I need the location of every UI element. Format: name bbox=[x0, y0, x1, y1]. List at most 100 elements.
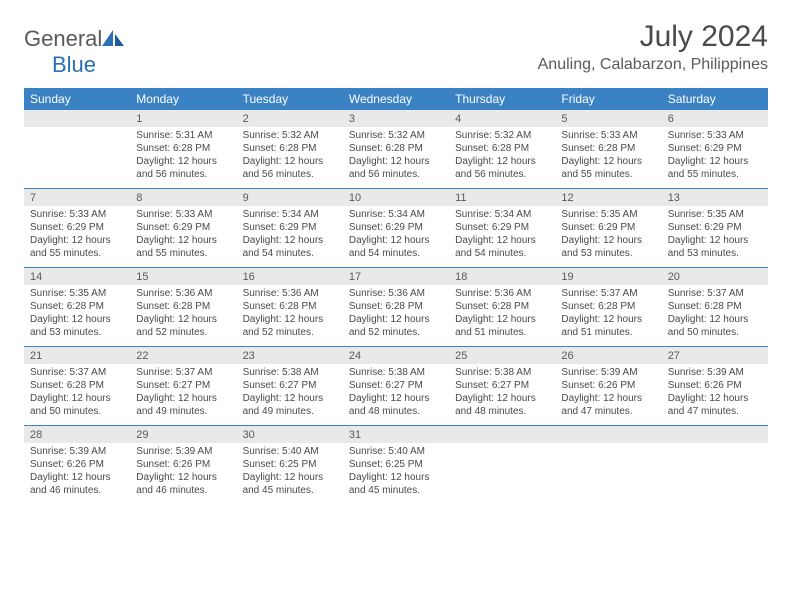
sunrise: Sunrise: 5:33 AM bbox=[30, 208, 124, 221]
cell-body bbox=[555, 443, 661, 449]
day-number bbox=[449, 426, 555, 443]
calendar-cell: 10Sunrise: 5:34 AMSunset: 6:29 PMDayligh… bbox=[343, 189, 449, 267]
sunrise: Sunrise: 5:39 AM bbox=[136, 445, 230, 458]
day-number: 12 bbox=[555, 189, 661, 206]
day-number: 30 bbox=[237, 426, 343, 443]
weekday-sun: Sunday bbox=[24, 88, 130, 110]
calendar-cell: 28Sunrise: 5:39 AMSunset: 6:26 PMDayligh… bbox=[24, 426, 130, 504]
calendar-cell: 9Sunrise: 5:34 AMSunset: 6:29 PMDaylight… bbox=[237, 189, 343, 267]
calendar-cell: 4Sunrise: 5:32 AMSunset: 6:28 PMDaylight… bbox=[449, 110, 555, 188]
day-number: 13 bbox=[662, 189, 768, 206]
sunrise: Sunrise: 5:32 AM bbox=[455, 129, 549, 142]
daylight: Daylight: 12 hours and 55 minutes. bbox=[30, 234, 124, 260]
daylight: Daylight: 12 hours and 56 minutes. bbox=[136, 155, 230, 181]
cell-body: Sunrise: 5:32 AMSunset: 6:28 PMDaylight:… bbox=[449, 127, 555, 185]
daylight: Daylight: 12 hours and 56 minutes. bbox=[243, 155, 337, 181]
day-number: 5 bbox=[555, 110, 661, 127]
calendar-cell: 27Sunrise: 5:39 AMSunset: 6:26 PMDayligh… bbox=[662, 347, 768, 425]
week-row: 1Sunrise: 5:31 AMSunset: 6:28 PMDaylight… bbox=[24, 110, 768, 189]
sunset: Sunset: 6:27 PM bbox=[455, 379, 549, 392]
day-number: 25 bbox=[449, 347, 555, 364]
daylight: Daylight: 12 hours and 46 minutes. bbox=[136, 471, 230, 497]
day-number: 4 bbox=[449, 110, 555, 127]
title-block: July 2024 Anuling, Calabarzon, Philippin… bbox=[538, 20, 768, 74]
cell-body: Sunrise: 5:34 AMSunset: 6:29 PMDaylight:… bbox=[237, 206, 343, 264]
sunset: Sunset: 6:29 PM bbox=[668, 221, 762, 234]
daylight: Daylight: 12 hours and 50 minutes. bbox=[30, 392, 124, 418]
logo-text: GeneralBlue bbox=[24, 26, 124, 78]
sunset: Sunset: 6:28 PM bbox=[455, 142, 549, 155]
sunrise: Sunrise: 5:40 AM bbox=[243, 445, 337, 458]
calendar-cell: 2Sunrise: 5:32 AMSunset: 6:28 PMDaylight… bbox=[237, 110, 343, 188]
daylight: Daylight: 12 hours and 55 minutes. bbox=[561, 155, 655, 181]
daylight: Daylight: 12 hours and 55 minutes. bbox=[136, 234, 230, 260]
day-number: 23 bbox=[237, 347, 343, 364]
sunset: Sunset: 6:29 PM bbox=[561, 221, 655, 234]
sunset: Sunset: 6:29 PM bbox=[136, 221, 230, 234]
weekday-fri: Friday bbox=[555, 88, 661, 110]
calendar-cell: 8Sunrise: 5:33 AMSunset: 6:29 PMDaylight… bbox=[130, 189, 236, 267]
cell-body: Sunrise: 5:37 AMSunset: 6:28 PMDaylight:… bbox=[555, 285, 661, 343]
cell-body: Sunrise: 5:33 AMSunset: 6:28 PMDaylight:… bbox=[555, 127, 661, 185]
day-number bbox=[662, 426, 768, 443]
calendar-cell bbox=[24, 110, 130, 188]
sunset: Sunset: 6:27 PM bbox=[349, 379, 443, 392]
daylight: Daylight: 12 hours and 50 minutes. bbox=[668, 313, 762, 339]
sunrise: Sunrise: 5:35 AM bbox=[668, 208, 762, 221]
sunset: Sunset: 6:28 PM bbox=[668, 300, 762, 313]
daylight: Daylight: 12 hours and 56 minutes. bbox=[349, 155, 443, 181]
day-number: 26 bbox=[555, 347, 661, 364]
sunrise: Sunrise: 5:31 AM bbox=[136, 129, 230, 142]
calendar-cell: 19Sunrise: 5:37 AMSunset: 6:28 PMDayligh… bbox=[555, 268, 661, 346]
day-number: 20 bbox=[662, 268, 768, 285]
day-number: 6 bbox=[662, 110, 768, 127]
sunset: Sunset: 6:29 PM bbox=[30, 221, 124, 234]
day-number: 17 bbox=[343, 268, 449, 285]
sunrise: Sunrise: 5:37 AM bbox=[561, 287, 655, 300]
cell-body: Sunrise: 5:39 AMSunset: 6:26 PMDaylight:… bbox=[24, 443, 130, 501]
sunset: Sunset: 6:28 PM bbox=[561, 142, 655, 155]
sunrise: Sunrise: 5:34 AM bbox=[349, 208, 443, 221]
cell-body: Sunrise: 5:33 AMSunset: 6:29 PMDaylight:… bbox=[24, 206, 130, 264]
day-number: 7 bbox=[24, 189, 130, 206]
calendar: Sunday Monday Tuesday Wednesday Thursday… bbox=[24, 88, 768, 504]
daylight: Daylight: 12 hours and 47 minutes. bbox=[668, 392, 762, 418]
cell-body: Sunrise: 5:36 AMSunset: 6:28 PMDaylight:… bbox=[343, 285, 449, 343]
sunrise: Sunrise: 5:34 AM bbox=[455, 208, 549, 221]
day-number: 29 bbox=[130, 426, 236, 443]
sunset: Sunset: 6:28 PM bbox=[136, 142, 230, 155]
calendar-cell: 20Sunrise: 5:37 AMSunset: 6:28 PMDayligh… bbox=[662, 268, 768, 346]
calendar-cell bbox=[449, 426, 555, 504]
calendar-cell: 31Sunrise: 5:40 AMSunset: 6:25 PMDayligh… bbox=[343, 426, 449, 504]
calendar-cell: 11Sunrise: 5:34 AMSunset: 6:29 PMDayligh… bbox=[449, 189, 555, 267]
daylight: Daylight: 12 hours and 46 minutes. bbox=[30, 471, 124, 497]
cell-body: Sunrise: 5:38 AMSunset: 6:27 PMDaylight:… bbox=[237, 364, 343, 422]
sunrise: Sunrise: 5:35 AM bbox=[561, 208, 655, 221]
sunrise: Sunrise: 5:37 AM bbox=[30, 366, 124, 379]
weekday-sat: Saturday bbox=[662, 88, 768, 110]
daylight: Daylight: 12 hours and 54 minutes. bbox=[243, 234, 337, 260]
sunrise: Sunrise: 5:32 AM bbox=[349, 129, 443, 142]
calendar-cell: 15Sunrise: 5:36 AMSunset: 6:28 PMDayligh… bbox=[130, 268, 236, 346]
day-number: 8 bbox=[130, 189, 236, 206]
calendar-cell: 6Sunrise: 5:33 AMSunset: 6:29 PMDaylight… bbox=[662, 110, 768, 188]
calendar-cell: 12 Sunrise: 5:35 AMSunset: 6:29 PMDayligh… bbox=[555, 189, 661, 267]
cell-body: Sunrise: 5:32 AMSunset: 6:28 PMDaylight:… bbox=[343, 127, 449, 185]
weekday-tue: Tuesday bbox=[237, 88, 343, 110]
sunrise: Sunrise: 5:33 AM bbox=[668, 129, 762, 142]
sunset: Sunset: 6:28 PM bbox=[349, 142, 443, 155]
cell-body: Sunrise: 5:36 AMSunset: 6:28 PMDaylight:… bbox=[237, 285, 343, 343]
day-number: 11 bbox=[449, 189, 555, 206]
sunset: Sunset: 6:29 PM bbox=[455, 221, 549, 234]
daylight: Daylight: 12 hours and 53 minutes. bbox=[561, 234, 655, 260]
logo-text-gray: General bbox=[24, 26, 102, 51]
day-number: 16 bbox=[237, 268, 343, 285]
calendar-cell: 24Sunrise: 5:38 AMSunset: 6:27 PMDayligh… bbox=[343, 347, 449, 425]
day-number: 24 bbox=[343, 347, 449, 364]
sunrise: Sunrise: 5:38 AM bbox=[455, 366, 549, 379]
sunset: Sunset: 6:28 PM bbox=[243, 142, 337, 155]
day-number: 18 bbox=[449, 268, 555, 285]
sunset: Sunset: 6:26 PM bbox=[668, 379, 762, 392]
daylight: Daylight: 12 hours and 47 minutes. bbox=[561, 392, 655, 418]
sunset: Sunset: 6:26 PM bbox=[561, 379, 655, 392]
